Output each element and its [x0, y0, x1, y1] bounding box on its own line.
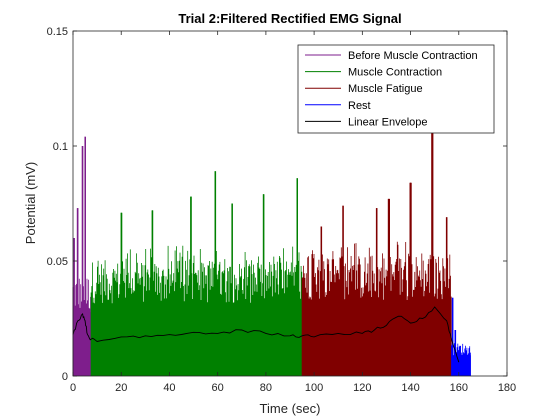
- y-tick-label: 0: [62, 371, 68, 383]
- x-tick-label: 60: [212, 382, 224, 394]
- x-axis-label: Time (sec): [260, 401, 321, 416]
- y-tick-label: 0.05: [47, 256, 68, 268]
- legend-label: Linear Envelope: [348, 116, 428, 128]
- legend: Before Muscle Contraction Muscle Contract…: [297, 44, 495, 134]
- legend-item: Muscle Contraction: [305, 67, 442, 79]
- series-linear-envelope: [72, 306, 460, 363]
- x-tick-label: 0: [70, 382, 76, 394]
- y-axis-label: Potential (mV): [23, 162, 38, 244]
- x-tick-label: 100: [305, 382, 323, 394]
- legend-label: Muscle Fatigue: [348, 83, 423, 95]
- x-tick-label: 40: [163, 382, 175, 394]
- y-axis: 0 0.05 0.1 0.15: [47, 26, 507, 383]
- legend-label: Before Muscle Contraction: [348, 50, 478, 62]
- x-tick-label: 160: [450, 382, 468, 394]
- x-tick-label: 20: [115, 382, 127, 394]
- legend-box: [297, 44, 495, 134]
- x-tick-label: 80: [260, 382, 272, 394]
- x-tick-label: 180: [498, 382, 516, 394]
- series-layer: [72, 129, 471, 376]
- legend-item: Linear Envelope: [305, 116, 428, 128]
- x-tick-label: 120: [353, 382, 371, 394]
- y-tick-label: 0.1: [53, 141, 68, 153]
- x-axis: 0 20 40 60 80 100 120 140 160 180: [70, 31, 516, 394]
- chart-title: Trial 2:Filtered Rectified EMG Signal: [178, 11, 401, 26]
- series-muscle-contraction: [90, 171, 303, 376]
- legend-label: Rest: [348, 100, 371, 112]
- legend-item: Before Muscle Contraction: [305, 50, 478, 62]
- legend-item: Muscle Fatigue: [305, 83, 423, 95]
- legend-item: Rest: [305, 100, 371, 112]
- axes-box: [72, 30, 508, 377]
- series-muscle-fatigue: [301, 129, 452, 376]
- legend-label: Muscle Contraction: [348, 67, 442, 79]
- x-tick-label: 140: [401, 382, 419, 394]
- series-rest: [451, 297, 471, 376]
- y-tick-label: 0.15: [47, 26, 68, 38]
